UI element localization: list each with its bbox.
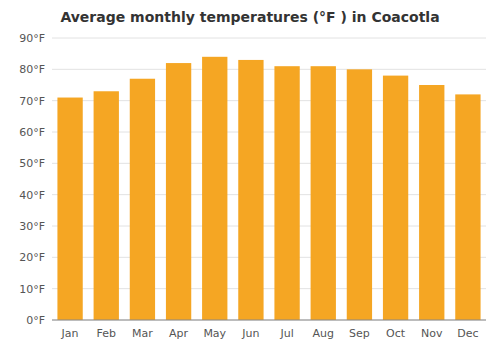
x-tick-label: Dec <box>457 327 478 340</box>
y-tick-label: 90°F <box>19 32 45 45</box>
x-tick-label: Jan <box>61 327 79 340</box>
bar <box>238 60 263 320</box>
grid-line <box>52 38 486 39</box>
y-tick-label: 70°F <box>19 95 45 108</box>
x-tick-label: Sep <box>349 327 370 340</box>
y-tick-label: 40°F <box>19 189 45 202</box>
bar <box>202 57 227 320</box>
y-tick-label: 20°F <box>19 251 45 264</box>
bars <box>57 57 480 320</box>
grid <box>52 38 486 320</box>
y-tick-label: 60°F <box>19 126 45 139</box>
x-axis: Jan Feb Mar Apr May Jun Jul Aug Sep Oct Nov Dec <box>52 320 486 340</box>
bar <box>419 85 444 320</box>
bar <box>311 66 336 320</box>
y-axis: 0°F 10°F 20°F 30°F 40°F 50°F 60°F 70°F 80°F 90°F <box>19 32 45 327</box>
x-tick-label: May <box>203 327 226 340</box>
y-tick-label: 10°F <box>19 283 45 296</box>
bar <box>94 91 119 320</box>
bar <box>274 66 299 320</box>
y-tick-label: 80°F <box>19 63 45 76</box>
x-tick-label: Oct <box>386 327 406 340</box>
x-tick-label: Jun <box>241 327 259 340</box>
bar <box>347 69 372 320</box>
x-tick-label: Nov <box>421 327 443 340</box>
x-tick-label: Feb <box>97 327 116 340</box>
bar <box>57 98 82 320</box>
chart: Average monthly temperatures (°F ) in Co… <box>0 0 500 350</box>
x-tick-label: Aug <box>313 327 334 340</box>
title: Average monthly temperatures (°F ) in Co… <box>60 9 439 25</box>
x-tick-label: Mar <box>132 327 153 340</box>
chart-container: Average monthly temperatures (°F ) in Co… <box>0 0 500 350</box>
x-tick-label: Jul <box>279 327 293 340</box>
bar <box>166 63 191 320</box>
x-axis-line <box>52 320 486 321</box>
y-tick-label: 0°F <box>26 314 45 327</box>
bar <box>383 76 408 320</box>
x-tick-label: Apr <box>169 327 189 340</box>
grid-line <box>52 320 486 321</box>
y-tick-label: 30°F <box>19 220 45 233</box>
y-tick-label: 50°F <box>19 157 45 170</box>
grid-line <box>52 69 486 70</box>
bar <box>130 79 155 320</box>
bar <box>455 94 480 320</box>
